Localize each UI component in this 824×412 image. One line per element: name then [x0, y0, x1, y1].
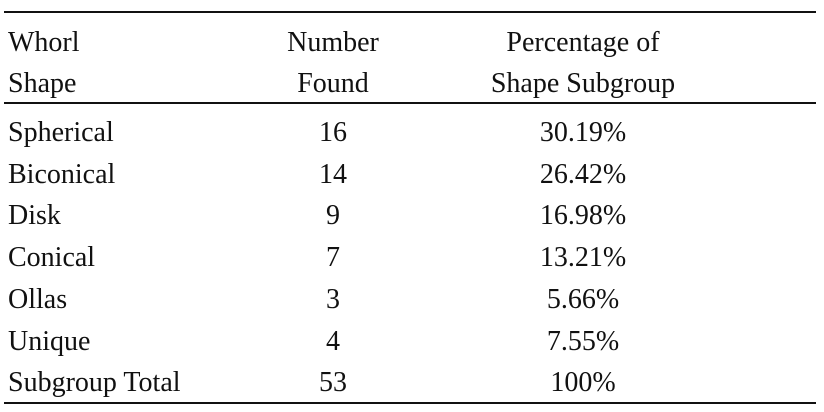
bottom-rule: [4, 402, 816, 404]
cell-number: 3: [326, 283, 340, 315]
header-shape-line1: Whorl: [8, 27, 80, 58]
cell-number: 16: [319, 117, 347, 148]
cell-percentage: 30.19%: [539, 117, 627, 148]
cell-shape: Unique: [8, 325, 91, 357]
header-number-line1: Number: [287, 27, 379, 58]
cell-shape: Disk: [8, 200, 61, 232]
cell-number: 4: [326, 325, 340, 357]
cell-shape: Conical: [8, 242, 96, 274]
cell-shape: Biconical: [8, 158, 116, 190]
top-rule: [4, 11, 816, 13]
cell-number: 53: [319, 367, 347, 399]
header-number-line2: Found: [297, 68, 369, 99]
cell-percentage: 7.55%: [546, 325, 620, 357]
cell-shape: Spherical: [8, 117, 114, 148]
cell-shape: Ollas: [8, 283, 68, 315]
header-percentage-line1: Percentage of: [506, 27, 660, 58]
cell-percentage: 5.66%: [546, 283, 620, 315]
header-shape-line2: Shape: [8, 68, 77, 99]
cell-number: 14: [319, 158, 347, 190]
header-rule: [4, 102, 816, 104]
cell-percentage: 13.21%: [539, 242, 627, 274]
cell-shape: Subgroup Total: [8, 367, 181, 399]
header-percentage-line2: Shape Subgroup: [490, 68, 676, 99]
cell-percentage: 26.42%: [539, 158, 627, 190]
cell-number: 9: [326, 200, 340, 232]
cell-percentage: 16.98%: [539, 200, 627, 232]
cell-percentage: 100%: [550, 367, 616, 399]
cell-number: 7: [326, 242, 340, 274]
